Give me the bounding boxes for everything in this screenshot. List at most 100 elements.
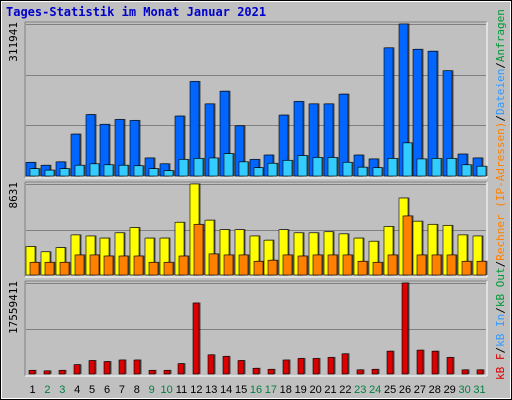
bar-seiten-day-21 — [327, 254, 338, 276]
bar-seiten-day-16 — [253, 260, 264, 276]
x-tick-label-day-15: 15 — [235, 384, 247, 396]
x-tick-label-day-29: 29 — [444, 384, 456, 396]
legend-text: kB F/kB In/kB Out/Rechner (IP-Adressen)/… — [494, 9, 507, 380]
bar-kb-f-day-27 — [416, 349, 424, 375]
legend-dateien: Dateien — [494, 69, 507, 115]
x-tick-label-day-20: 20 — [309, 384, 321, 396]
bar-kb-f-day-3 — [58, 370, 66, 375]
x-tick-label-day-3: 3 — [59, 384, 65, 396]
legend-separator: / — [494, 115, 507, 122]
bar-anfragen-day-28 — [427, 50, 438, 177]
bar-seiten-day-20 — [312, 254, 323, 276]
x-tick-label-day-16: 16 — [250, 384, 262, 396]
bar-dateien-day-28 — [431, 158, 442, 177]
y-max-label: 17559411 — [7, 281, 20, 334]
bar-seiten-day-15 — [238, 254, 249, 276]
x-tick-label-day-7: 7 — [119, 384, 125, 396]
bar-dateien-day-2 — [44, 169, 55, 177]
bar-dateien-day-8 — [133, 165, 144, 177]
bar-kb-f-day-9 — [148, 370, 156, 375]
bar-kb-f-day-1 — [28, 370, 36, 375]
bar-kb-f-day-2 — [43, 370, 51, 375]
bar-seiten-day-7 — [118, 255, 129, 276]
bar-dateien-day-23 — [357, 166, 368, 177]
bar-seiten-day-11 — [178, 255, 189, 276]
bar-kb-f-day-23 — [356, 369, 364, 375]
y-max-label: 8631 — [7, 182, 20, 209]
x-tick-label-day-28: 28 — [429, 384, 441, 396]
x-tick-label-day-27: 27 — [414, 384, 426, 396]
legend-separator: / — [494, 307, 507, 314]
x-tick-label-day-9: 9 — [149, 384, 155, 396]
bar-seiten-day-10 — [163, 262, 174, 276]
x-tick-label-day-30: 30 — [458, 384, 470, 396]
bar-seiten-day-8 — [133, 255, 144, 276]
x-tick-label-day-10: 10 — [160, 384, 172, 396]
bar-kb-f-day-30 — [461, 369, 469, 375]
bar-seiten-day-17 — [267, 259, 278, 276]
legend-separator: / — [494, 62, 507, 69]
x-tick-label-day-6: 6 — [104, 384, 110, 396]
bar-seiten-day-29 — [446, 254, 457, 276]
x-tick-label-day-24: 24 — [369, 384, 381, 396]
x-tick-label-day-11: 11 — [176, 384, 187, 396]
bar-dateien-day-27 — [416, 158, 427, 177]
bar-kb-f-day-10 — [163, 370, 171, 375]
panel-background — [25, 281, 487, 376]
bar-kb-f-day-22 — [341, 353, 349, 375]
x-tick-label-day-2: 2 — [44, 384, 50, 396]
legend-kb-f: kB F — [494, 354, 507, 381]
legend-right: kB F/kB In/kB Out/Rechner (IP-Adressen)/… — [494, 9, 507, 380]
bar-seiten-day-24 — [372, 262, 383, 276]
bar-kb-f-day-7 — [118, 359, 126, 375]
bar-dateien-day-24 — [372, 167, 383, 177]
x-tick-label-day-4: 4 — [74, 384, 80, 396]
legend-anfragen: Anfragen — [494, 9, 507, 62]
bar-seiten-day-25 — [387, 254, 398, 276]
bar-seiten-day-3 — [59, 262, 70, 276]
panel-1: 311941 — [7, 21, 488, 179]
bar-dateien-day-31 — [476, 165, 487, 177]
bar-seiten-day-5 — [89, 254, 100, 276]
bar-kb-f-day-17 — [267, 369, 275, 375]
panel-2: 8631 — [7, 181, 488, 278]
bar-dateien-day-12 — [193, 158, 204, 177]
bar-seiten-day-30 — [461, 260, 472, 276]
bar-dateien-day-4 — [74, 164, 85, 177]
bar-dateien-day-22 — [342, 162, 353, 177]
x-tick-label-day-21: 21 — [324, 384, 336, 396]
bar-dateien-day-10 — [163, 170, 174, 177]
x-tick-label-day-14: 14 — [220, 384, 232, 396]
bar-dateien-day-19 — [297, 155, 308, 177]
bar-seiten-day-4 — [74, 254, 85, 276]
x-tick-label-day-12: 12 — [190, 384, 202, 396]
bar-dateien-day-11 — [178, 159, 189, 177]
bar-dateien-day-14 — [223, 153, 234, 177]
bar-dateien-day-5 — [89, 163, 100, 177]
bar-seiten-day-1 — [29, 262, 40, 276]
x-tick-label-day-17: 17 — [265, 384, 277, 396]
bar-seiten-day-28 — [431, 254, 442, 276]
bar-kb-f-day-28 — [431, 350, 439, 375]
bar-dateien-day-20 — [312, 157, 323, 177]
bar-seiten-day-12 — [193, 224, 204, 276]
bar-dateien-day-13 — [208, 157, 219, 177]
bar-kb-f-day-26 — [401, 282, 409, 375]
bar-kb-f-day-8 — [133, 359, 141, 375]
x-tick-label-day-18: 18 — [280, 384, 292, 396]
bar-dateien-day-17 — [267, 163, 278, 177]
y-max-label: 311941 — [7, 22, 20, 62]
legend-separator: / — [494, 347, 507, 354]
bar-kb-f-day-31 — [476, 369, 484, 375]
bar-kb-f-day-15 — [237, 360, 245, 375]
bar-kb-f-day-16 — [252, 367, 260, 375]
x-tick-label-day-13: 13 — [205, 384, 217, 396]
x-tick-label-day-22: 22 — [339, 384, 351, 396]
panel-3: 17559411 — [7, 280, 488, 377]
bar-kb-f-day-19 — [297, 358, 305, 375]
bar-kb-f-day-24 — [371, 369, 379, 375]
bar-seiten-day-6 — [103, 255, 114, 276]
bar-seiten-day-19 — [297, 255, 308, 276]
